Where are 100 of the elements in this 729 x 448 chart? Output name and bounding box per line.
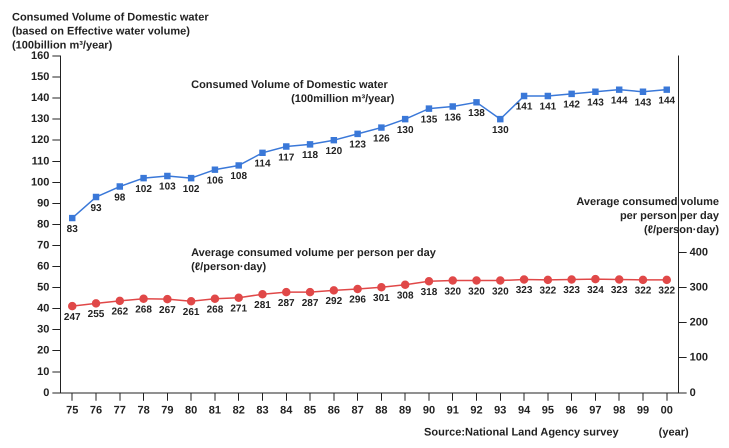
data-label: 323	[516, 285, 533, 296]
x-tick-label: 98	[613, 404, 626, 416]
y-tick-label: 130	[30, 113, 50, 126]
point	[186, 296, 196, 306]
y-tick-label: 0	[43, 386, 50, 399]
x-tick-label: 88	[375, 404, 388, 416]
x-tick-label: 89	[399, 404, 412, 416]
y2-tick-label: 400	[690, 246, 708, 258]
point	[662, 276, 672, 284]
point	[614, 275, 624, 284]
point	[640, 88, 646, 96]
y-tick-label: 10	[37, 366, 50, 378]
point	[235, 162, 242, 169]
x-tick-label: 97	[589, 404, 602, 416]
x-tick-label: 77	[114, 404, 126, 416]
point	[258, 290, 267, 298]
data-label: 320	[444, 286, 462, 298]
point	[592, 88, 599, 96]
data-label: 287	[278, 298, 296, 309]
source-note: Source:National Land Agency survey	[424, 426, 620, 439]
point	[140, 174, 147, 182]
y-tick-label: 120	[30, 134, 50, 146]
x-tick-label: 92	[470, 404, 483, 416]
data-label: 117	[278, 152, 295, 164]
point	[448, 276, 457, 285]
point	[568, 90, 575, 98]
x-tick-label: 82	[232, 404, 245, 416]
point	[591, 274, 600, 284]
y2-tick-label: 0	[690, 386, 696, 399]
data-label: 123	[349, 140, 366, 151]
data-label: 102	[182, 184, 200, 195]
y2-tick-label: 100	[690, 352, 708, 364]
point	[92, 299, 100, 308]
y-tick-label: 150	[30, 71, 50, 84]
point	[426, 105, 432, 112]
x-tick-label: 90	[422, 404, 436, 416]
data-label: 126	[373, 133, 390, 144]
x-tick-label: 83	[256, 404, 269, 416]
data-label: 106	[206, 175, 224, 186]
data-label: 318	[420, 286, 438, 298]
x-tick-label: 78	[137, 404, 150, 416]
point	[353, 284, 362, 294]
x-tick-label: 86	[328, 404, 340, 416]
x-tick-label: 94	[518, 404, 532, 416]
point	[638, 276, 648, 284]
x-axis-title: (year)	[658, 426, 689, 439]
data-label: 322	[658, 286, 676, 297]
data-label: 138	[468, 108, 486, 120]
y-tick-label: 60	[37, 260, 50, 273]
data-label: 261	[182, 306, 200, 318]
x-tick-label: 00	[660, 404, 673, 416]
data-label: 130	[492, 124, 510, 136]
point	[234, 293, 243, 302]
data-label: 120	[325, 146, 343, 157]
point	[306, 141, 314, 148]
data-label: 292	[325, 296, 343, 308]
point	[212, 166, 218, 173]
y-tick-label: 160	[30, 50, 50, 62]
x-tick-label: 99	[636, 404, 650, 416]
point	[92, 194, 100, 200]
x-tick-label: 96	[566, 404, 578, 416]
data-label: 141	[540, 102, 557, 113]
data-label: 268	[206, 304, 224, 316]
x-tick-label: 79	[161, 404, 174, 416]
y-tick-label: 90	[37, 197, 50, 210]
y-tick-label: 140	[30, 92, 50, 104]
data-label: 141	[516, 102, 533, 113]
data-label: 136	[444, 112, 462, 124]
point	[259, 150, 266, 156]
point	[473, 99, 480, 106]
x-tick-label: 93	[494, 404, 506, 416]
point	[68, 302, 76, 310]
data-label: 255	[88, 309, 105, 320]
data-label: 287	[302, 298, 319, 309]
data-label: 267	[159, 304, 176, 316]
point	[282, 288, 291, 296]
data-label: 296	[349, 294, 366, 306]
point	[354, 130, 361, 138]
y-tick-label: 100	[30, 176, 50, 188]
point	[664, 86, 670, 93]
point	[472, 276, 481, 285]
point	[188, 174, 194, 182]
data-label: 271	[230, 303, 248, 314]
point	[497, 116, 504, 122]
y-tick-label: 40	[37, 302, 50, 315]
data-label: 320	[468, 286, 486, 298]
y-tick-label: 30	[37, 324, 50, 336]
x-tick-label: 75	[66, 404, 78, 416]
data-label: 130	[396, 124, 414, 136]
point	[139, 294, 148, 304]
data-label: 281	[254, 300, 272, 311]
y2-tick-label: 200	[690, 316, 708, 329]
data-label: 320	[492, 286, 510, 298]
data-label: 262	[111, 306, 129, 318]
series-label: Consumed Volume of Domestic water (100million m³/year)	[191, 79, 395, 106]
point	[164, 172, 171, 180]
data-label: 322	[540, 286, 557, 297]
point	[424, 276, 434, 286]
x-tick-label: 91	[446, 404, 459, 416]
y-tick-label: 110	[32, 155, 50, 168]
